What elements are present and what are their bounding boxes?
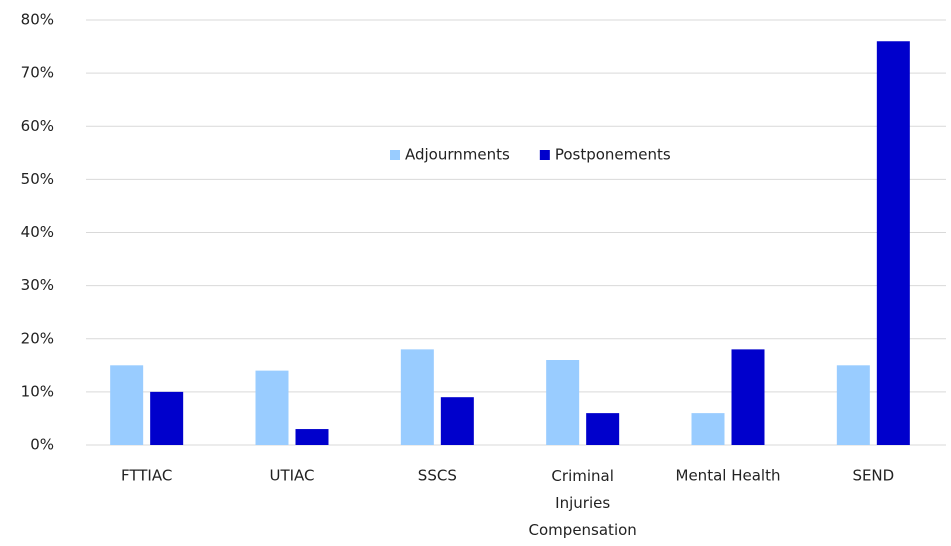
bar (691, 413, 725, 445)
bar (836, 365, 870, 445)
bar (876, 41, 910, 445)
y-tick-label: 50% (21, 170, 54, 188)
x-tick-label: FTTIAC (121, 467, 172, 485)
legend-label: Adjournments (405, 146, 510, 164)
y-tick-label: 10% (21, 382, 54, 400)
y-tick-label: 40% (21, 223, 54, 241)
x-tick-label: Mental Health (676, 467, 781, 485)
y-tick-label: 70% (21, 64, 54, 82)
x-tick-label: UTIAC (269, 467, 314, 485)
x-tick-label: Criminal Injuries Compensation (529, 467, 637, 539)
y-tick-label: 80% (21, 11, 54, 29)
y-tick-label: 60% (21, 117, 54, 135)
bar (150, 391, 184, 445)
x-tick-label: SEND (852, 467, 894, 485)
bar (295, 429, 329, 445)
bar (255, 370, 289, 445)
legend-swatch (390, 150, 400, 160)
y-tick-label: 20% (21, 329, 54, 347)
bar (546, 360, 580, 445)
y-tick-label: 0% (30, 436, 54, 454)
bar (586, 413, 620, 445)
legend-label: Postponements (555, 146, 671, 164)
bar (110, 365, 144, 445)
bar (400, 349, 434, 445)
bar (731, 349, 765, 445)
x-tick-label: SSCS (418, 467, 457, 485)
legend-swatch (539, 150, 550, 160)
y-tick-label: 30% (21, 276, 54, 294)
bar (440, 397, 474, 445)
